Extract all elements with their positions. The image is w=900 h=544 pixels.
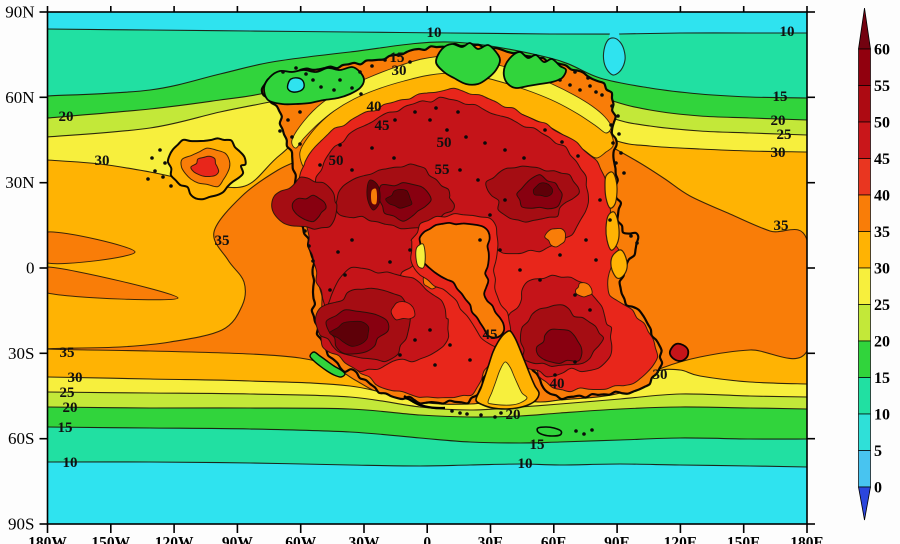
svg-text:60W: 60W xyxy=(285,535,317,544)
svg-text:60S: 60S xyxy=(8,429,34,448)
svg-text:35: 35 xyxy=(215,233,230,249)
svg-text:90E: 90E xyxy=(604,535,630,544)
svg-text:60N: 60N xyxy=(5,88,34,107)
svg-text:25: 25 xyxy=(60,385,75,401)
svg-text:20: 20 xyxy=(63,400,78,416)
svg-text:5: 5 xyxy=(874,443,882,460)
svg-text:20: 20 xyxy=(771,113,786,129)
svg-text:55: 55 xyxy=(435,162,450,178)
svg-text:20: 20 xyxy=(59,109,74,125)
svg-text:10: 10 xyxy=(874,407,890,424)
svg-text:20: 20 xyxy=(874,334,890,351)
svg-text:55: 55 xyxy=(874,78,890,95)
svg-text:30: 30 xyxy=(771,145,786,161)
svg-text:35: 35 xyxy=(774,218,789,234)
svg-text:40: 40 xyxy=(550,376,565,392)
svg-text:60E: 60E xyxy=(541,535,567,544)
svg-text:35: 35 xyxy=(874,224,890,241)
svg-text:30S: 30S xyxy=(8,344,34,363)
svg-text:15: 15 xyxy=(874,370,890,387)
svg-text:25: 25 xyxy=(874,297,890,314)
svg-text:90N: 90N xyxy=(5,3,34,22)
svg-text:30: 30 xyxy=(95,153,110,169)
svg-text:50: 50 xyxy=(874,115,890,132)
svg-text:35: 35 xyxy=(60,345,75,361)
svg-text:30: 30 xyxy=(392,63,407,79)
svg-text:50: 50 xyxy=(437,135,452,151)
svg-text:120W: 120W xyxy=(155,535,194,544)
svg-text:45: 45 xyxy=(375,118,390,134)
svg-text:30: 30 xyxy=(653,367,668,383)
svg-text:10: 10 xyxy=(427,25,442,41)
svg-text:120E: 120E xyxy=(664,535,698,544)
svg-text:45: 45 xyxy=(483,327,498,343)
svg-text:40: 40 xyxy=(874,188,890,205)
svg-text:180E: 180E xyxy=(790,535,824,544)
svg-text:15: 15 xyxy=(390,50,405,66)
svg-text:0: 0 xyxy=(26,259,35,278)
svg-text:150W: 150W xyxy=(91,535,130,544)
svg-text:10: 10 xyxy=(518,456,533,472)
svg-text:30: 30 xyxy=(874,261,890,278)
svg-text:0: 0 xyxy=(423,535,431,544)
svg-text:10: 10 xyxy=(780,24,795,40)
svg-text:90W: 90W xyxy=(222,535,254,544)
svg-text:15: 15 xyxy=(530,437,545,453)
svg-text:30N: 30N xyxy=(5,173,34,192)
svg-text:150E: 150E xyxy=(727,535,761,544)
svg-text:30W: 30W xyxy=(349,535,381,544)
svg-text:45: 45 xyxy=(874,151,890,168)
svg-text:60: 60 xyxy=(874,42,890,59)
svg-text:15: 15 xyxy=(773,89,788,105)
svg-text:180W: 180W xyxy=(28,535,67,544)
svg-text:50: 50 xyxy=(329,153,344,169)
svg-text:40: 40 xyxy=(367,99,382,115)
svg-text:30: 30 xyxy=(68,370,83,386)
svg-text:0: 0 xyxy=(874,480,882,497)
svg-text:15: 15 xyxy=(58,420,73,436)
svg-text:90S: 90S xyxy=(8,515,34,534)
svg-text:20: 20 xyxy=(506,407,521,423)
svg-text:10: 10 xyxy=(63,455,78,471)
svg-text:25: 25 xyxy=(777,127,792,143)
svg-text:30E: 30E xyxy=(478,535,504,544)
